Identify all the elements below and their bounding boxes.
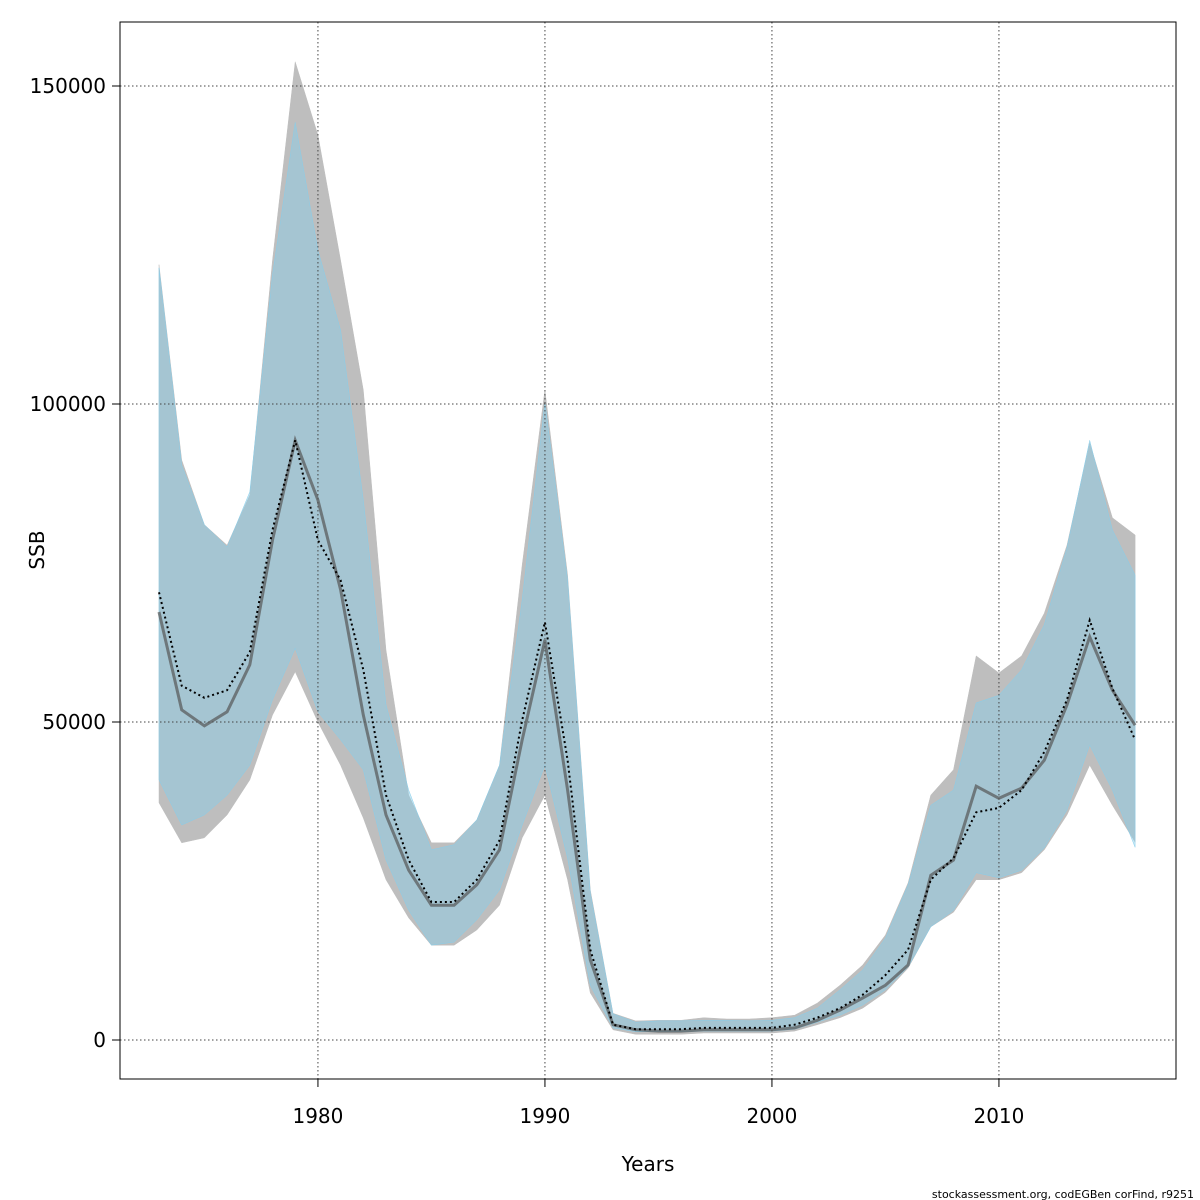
lines [157, 435, 1137, 1033]
x-tick-label: 2000 [746, 1104, 797, 1128]
x-tick-label: 1990 [519, 1104, 570, 1128]
plot-frame [119, 21, 1177, 1080]
y-tick-label: 0 [93, 1028, 106, 1052]
estimate-line [158, 440, 1137, 1031]
y-tick-label: 50000 [42, 710, 106, 734]
y-axis-label: SSB [25, 530, 49, 569]
x-axis-label: Years [621, 1152, 675, 1176]
bands [158, 61, 1136, 1035]
grid [120, 22, 1176, 1079]
y-tick-label: 100000 [30, 392, 106, 416]
x-tick-label: 2010 [973, 1104, 1024, 1128]
y-tick-label: 150000 [30, 74, 106, 98]
confidence-band [158, 122, 1136, 1032]
estimate-line [157, 435, 1137, 1033]
x-tick-label: 1980 [292, 1104, 343, 1128]
footnote: stockassessment.org, codEGBen corFind, r… [932, 1188, 1194, 1200]
